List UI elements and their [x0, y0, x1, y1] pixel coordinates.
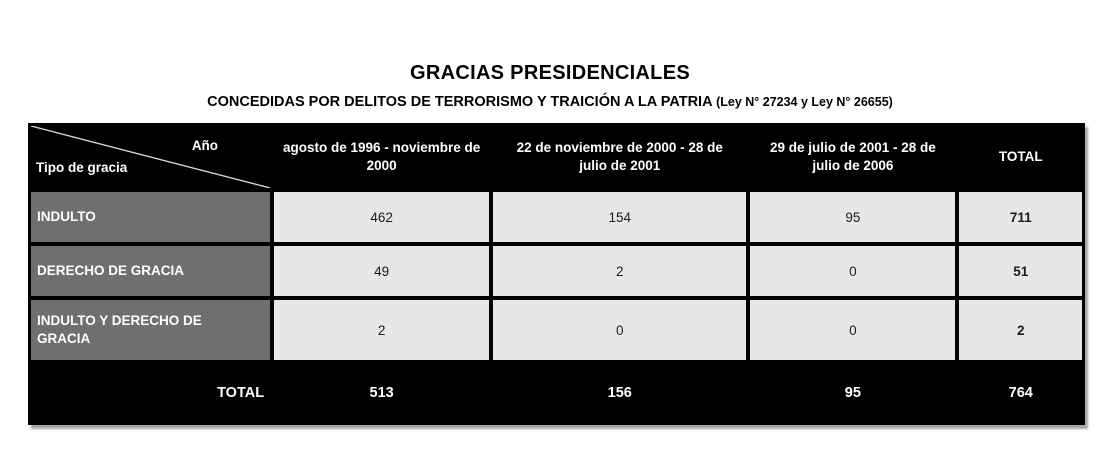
cell-value: 2 [274, 300, 490, 360]
col-header-period-3: 29 de julio de 2001 - 28 de julio de 200… [750, 126, 956, 188]
footer-label: TOTAL [31, 364, 271, 422]
page-subtitle: CONCEDIDAS POR DELITOS DE TERRORISMO Y T… [0, 94, 1100, 110]
subtitle-laws: (Ley N° 27234 y Ley N° 26655) [716, 95, 893, 109]
gracias-presidenciales-table: Año Tipo de gracia agosto de 1996 - novi… [28, 123, 1085, 425]
row-label: INDULTO [31, 192, 271, 242]
col-header-total: TOTAL [959, 126, 1082, 188]
corner-label-type: Tipo de gracia [36, 159, 128, 175]
footer-value: 95 [750, 364, 956, 422]
footer-value: 156 [493, 364, 747, 422]
corner-label-year: Año [191, 138, 219, 153]
corner-cell: Año Tipo de gracia [31, 126, 271, 188]
cell-value: 0 [750, 246, 956, 296]
cell-value: 2 [493, 246, 747, 296]
row-label: INDULTO Y DERECHO DE GRACIA [31, 300, 271, 360]
cell-value: 462 [274, 192, 490, 242]
diagonal-line-icon [31, 126, 270, 188]
cell-value: 0 [493, 300, 747, 360]
cell-value: 0 [750, 300, 956, 360]
row-total-value: 2 [959, 300, 1082, 360]
row-total-value: 711 [959, 192, 1082, 242]
grand-total-value: 764 [959, 364, 1082, 422]
row-label: DERECHO DE GRACIA [31, 246, 271, 296]
footer-value: 513 [274, 364, 490, 422]
col-header-period-1: agosto de 1996 - noviembre de 2000 [274, 126, 490, 188]
page-title: GRACIAS PRESIDENCIALES [410, 62, 690, 84]
subtitle-main: CONCEDIDAS POR DELITOS DE TERRORISMO Y T… [207, 94, 713, 110]
row-total-value: 51 [959, 246, 1082, 296]
cell-value: 95 [750, 192, 956, 242]
cell-value: 154 [493, 192, 747, 242]
cell-value: 49 [274, 246, 490, 296]
col-header-period-2: 22 de noviembre de 2000 - 28 de julio de… [493, 126, 747, 188]
